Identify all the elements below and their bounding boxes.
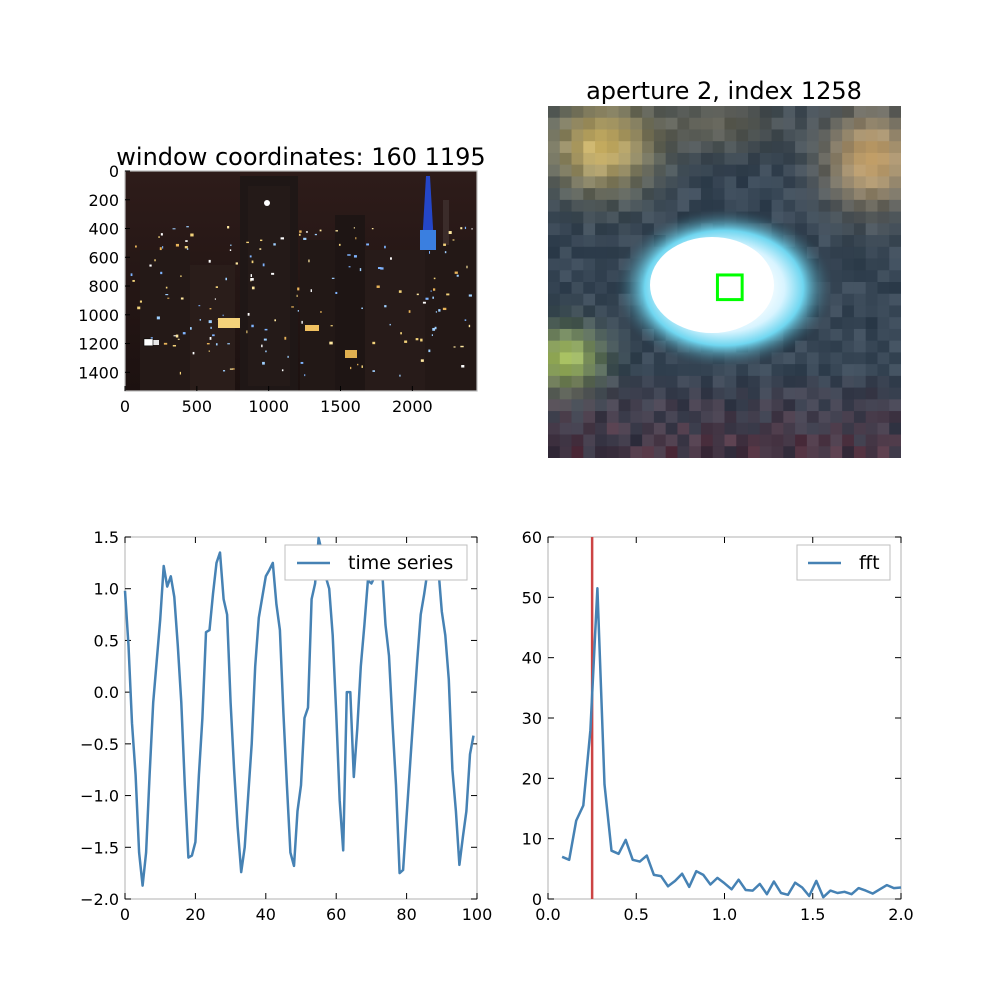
fft-xtick-label: 1.0 xyxy=(712,905,737,924)
time-series-ticks: 0 20 40 60 80 100 −2.0 −1.5 −1.0 −0.5 0.0 0.5 1.0 1.5 xyxy=(80,528,492,924)
fft-ytick-label: 20 xyxy=(522,769,542,788)
camera-image-xtick-label: 1000 xyxy=(248,397,289,416)
camera-image-xtick-label: 1500 xyxy=(320,397,361,416)
camera-image-frame xyxy=(124,170,478,392)
camera-image-axes: 0 500 1000 1500 2000 0 200 400 600 800 1000 1200 140… xyxy=(78,162,432,416)
aperture-title: aperture 2, index 1258 xyxy=(586,77,862,105)
fft-legend-label: fft xyxy=(859,552,880,574)
time-series-xtick-label: 100 xyxy=(462,905,493,924)
fft-xtick-label: 0.0 xyxy=(535,905,560,924)
aperture-panel: aperture 2, index 1258 xyxy=(548,77,901,458)
city-night-image xyxy=(125,171,477,391)
time-series-legend: time series xyxy=(284,544,468,581)
time-series-panel: 0 20 40 60 80 100 −2.0 −1.5 −1.0 −0.5 0.0 0.5 1.0 1.5… xyxy=(80,528,492,924)
fft-xtick-label: 1.5 xyxy=(800,905,825,924)
time-series-ytick-label: −2.0 xyxy=(80,890,119,909)
time-series-xtick-label: 0 xyxy=(120,905,130,924)
time-series-xtick-label: 60 xyxy=(326,905,346,924)
time-series-line xyxy=(123,536,475,887)
fft-ytick-label: 50 xyxy=(522,588,542,607)
window-position-marker xyxy=(143,338,154,347)
time-series-legend-label: time series xyxy=(348,552,453,574)
camera-image-ytick-label: 1400 xyxy=(78,363,119,382)
fft-axes-frame xyxy=(547,536,902,900)
time-series-ytick-label: 1.0 xyxy=(94,580,119,599)
time-series-ytick-label: 0.0 xyxy=(94,683,119,702)
fft-xtick-label: 2.0 xyxy=(888,905,913,924)
time-series-ytick-label: −1.0 xyxy=(80,787,119,806)
camera-image-panel: window coordinates: 160 1195 0 500 100 xyxy=(78,143,485,416)
camera-image-ytick-label: 600 xyxy=(88,248,119,267)
time-series-xtick-label: 40 xyxy=(256,905,276,924)
time-series-ytick-label: 0.5 xyxy=(94,631,119,650)
fft-ticks: 0.0 0.5 1.0 1.5 2.0 0 10 20 30 40 50 60 xyxy=(522,528,914,924)
aperture-box xyxy=(715,273,744,302)
time-series-axes-frame xyxy=(124,536,478,900)
camera-image-ytick-label: 800 xyxy=(88,277,119,296)
fft-line xyxy=(561,587,902,899)
fft-ytick-label: 40 xyxy=(522,649,542,668)
fft-legend: fft xyxy=(796,544,891,581)
camera-image-xtick-label: 500 xyxy=(182,397,213,416)
time-series-xtick-label: 20 xyxy=(185,905,205,924)
camera-image-ytick-label: 1200 xyxy=(78,335,119,354)
aperture-image xyxy=(548,106,901,458)
time-series-ytick-label: −0.5 xyxy=(80,735,119,754)
time-series-ytick-label: 1.5 xyxy=(94,528,119,547)
camera-image-xtick-label: 2000 xyxy=(392,397,433,416)
fft-ytick-label: 60 xyxy=(522,528,542,547)
camera-image-xtick-label: 0 xyxy=(120,397,130,416)
fft-ytick-label: 0 xyxy=(532,890,542,909)
fft-xtick-label: 0.5 xyxy=(624,905,649,924)
camera-image-ytick-label: 1000 xyxy=(78,306,119,325)
fft-ytick-label: 30 xyxy=(522,709,542,728)
fft-panel: 0.0 0.5 1.0 1.5 2.0 0 10 20 30 40 50 60 fft xyxy=(522,528,914,924)
time-series-ytick-label: −1.5 xyxy=(80,838,119,857)
camera-image-ytick-label: 400 xyxy=(88,220,119,239)
time-series-xtick-label: 80 xyxy=(396,905,416,924)
camera-image-title: window coordinates: 160 1195 xyxy=(116,143,485,171)
camera-image-ytick-label: 0 xyxy=(109,162,119,181)
camera-image-ytick-label: 200 xyxy=(88,191,119,210)
fft-ytick-label: 10 xyxy=(522,830,542,849)
